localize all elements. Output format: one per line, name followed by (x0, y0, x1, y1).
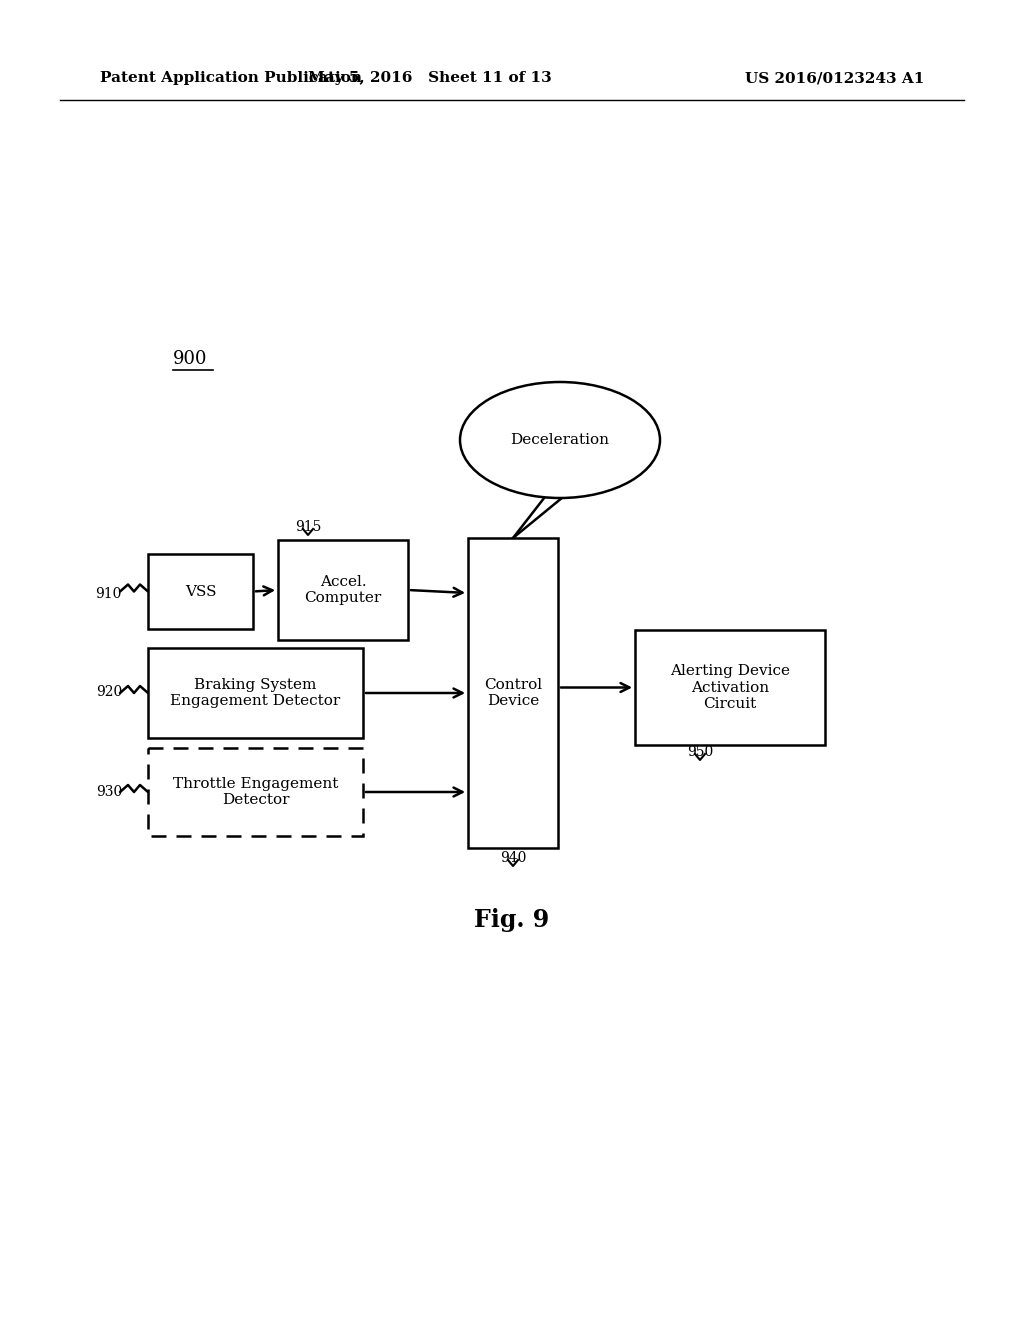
Bar (635, 630, 825, 744)
Text: 920: 920 (96, 685, 122, 700)
Text: Patent Application Publication: Patent Application Publication (100, 71, 362, 84)
Text: Accel.
Computer: Accel. Computer (304, 576, 382, 605)
Text: 900: 900 (173, 350, 208, 368)
Text: Fig. 9: Fig. 9 (474, 908, 550, 932)
Text: VSS: VSS (184, 585, 216, 598)
Text: Alerting Device
Activation
Circuit: Alerting Device Activation Circuit (670, 664, 790, 710)
Text: 915: 915 (295, 520, 322, 535)
Bar (148, 648, 362, 738)
Bar (278, 540, 408, 640)
Bar (148, 748, 362, 836)
Text: Deceleration: Deceleration (511, 433, 609, 447)
Bar (148, 554, 253, 630)
Text: Control
Device: Control Device (484, 678, 542, 708)
Text: May 5, 2016   Sheet 11 of 13: May 5, 2016 Sheet 11 of 13 (308, 71, 552, 84)
Bar (468, 539, 558, 847)
Ellipse shape (460, 381, 660, 498)
Text: 930: 930 (96, 785, 122, 799)
Text: 910: 910 (95, 587, 122, 601)
Text: 950: 950 (687, 744, 713, 759)
Text: Braking System
Engagement Detector: Braking System Engagement Detector (170, 678, 341, 708)
Text: US 2016/0123243 A1: US 2016/0123243 A1 (744, 71, 924, 84)
Text: Throttle Engagement
Detector: Throttle Engagement Detector (173, 777, 338, 807)
Text: 940: 940 (500, 851, 526, 865)
